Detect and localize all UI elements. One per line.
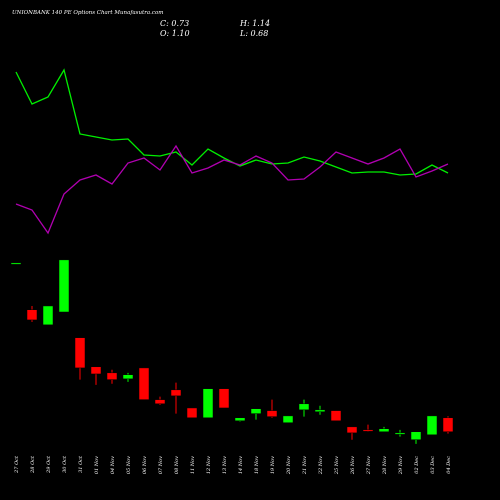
candle-body [394,432,406,435]
candle-body [314,409,326,412]
x-tick-label: 11 Nov [190,456,196,474]
candle-body [426,415,438,436]
candle-body [10,262,22,265]
x-tick-label: 12 Nov [206,456,212,474]
candle-body [122,374,134,380]
x-tick-label: 30 Oct [62,455,68,473]
candle-body [218,388,230,409]
line-series [15,144,449,235]
x-tick-label: 25 Nov [334,456,340,475]
x-tick-label: 19 Nov [270,456,276,474]
candle-body [106,372,118,380]
x-tick-label: 27 Nov [366,456,372,475]
x-tick-label: 18 Nov [254,456,260,474]
candle-body [250,408,262,414]
x-tick-label: 07 Nov [158,456,164,474]
candle-body [154,399,166,405]
ohlc-label: L: 0.68 [239,29,268,38]
candle-body [42,305,54,326]
x-tick-label: 08 Nov [174,456,180,474]
x-tick-label: 28 Oct [30,455,36,474]
candle-body [26,309,38,321]
candle-body [378,428,390,433]
candle-body [330,410,342,422]
x-tick-label: 05 Nov [126,456,132,474]
candle-body [170,389,182,397]
candle-body [74,337,86,369]
x-tick-label: 26 Nov [350,456,356,475]
x-tick-label: 21 Nov [302,456,308,475]
line-series [15,68,449,176]
candle-body [362,429,374,432]
candle-body [186,407,198,419]
candle-body [202,388,214,419]
x-tick-label: 13 Nov [222,456,228,474]
ohlc-label: H: 1.14 [239,19,270,28]
candle-body [90,366,102,375]
x-tick-label: 29 Nov [398,456,404,475]
x-tick-label: 14 Nov [238,456,244,474]
x-tick-label: 20 Nov [286,456,292,475]
candle-body [346,426,358,434]
candle-body [442,417,454,433]
x-tick-label: 27 Oct [14,455,20,474]
x-tick-label: 31 Oct [78,455,84,473]
x-tick-label: 01 Nov [94,456,100,474]
x-tick-label: 04 Dec [446,456,452,474]
ohlc-label: C: 0.73 [160,19,189,28]
x-tick-label: 28 Nov [382,456,388,475]
chart-title: UNIONBANK 140 PE Options Chart Munafasut… [12,10,164,16]
x-tick-label: 04 Nov [110,456,116,474]
x-tick-label: 02 Dec [414,456,420,474]
candle-body [138,367,150,400]
candle-body [58,259,70,313]
x-tick-label: 29 Oct [46,455,52,474]
x-tick-label: 22 Nov [318,456,324,475]
candle-body [410,431,422,440]
candle-body [234,417,246,422]
ohlc-label: O: 1.10 [160,29,190,38]
candle-body [282,415,294,423]
candle-body [266,410,278,417]
x-tick-label: 06 Nov [142,456,148,474]
candle-body [298,403,310,411]
x-tick-label: 03 Dec [430,456,436,474]
